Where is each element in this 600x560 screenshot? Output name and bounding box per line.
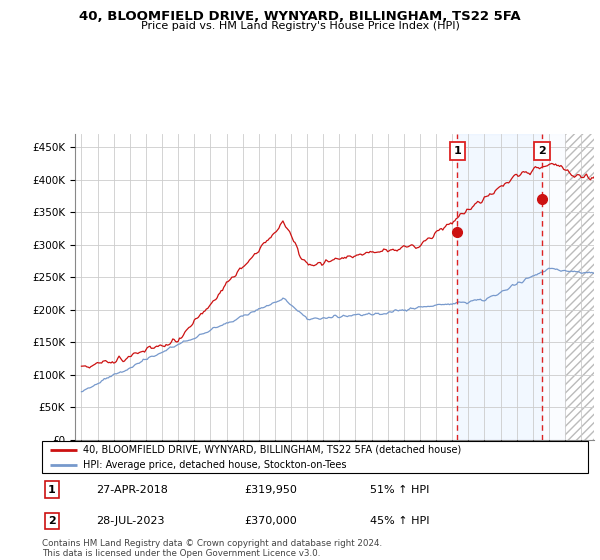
Text: 27-APR-2018: 27-APR-2018 <box>97 484 169 494</box>
Text: Price paid vs. HM Land Registry's House Price Index (HPI): Price paid vs. HM Land Registry's House … <box>140 21 460 31</box>
Text: 40, BLOOMFIELD DRIVE, WYNYARD, BILLINGHAM, TS22 5FA (detached house): 40, BLOOMFIELD DRIVE, WYNYARD, BILLINGHA… <box>83 445 461 455</box>
Bar <box>565 134 597 440</box>
Text: 45% ↑ HPI: 45% ↑ HPI <box>370 516 429 526</box>
Text: £319,950: £319,950 <box>244 484 297 494</box>
Text: 1: 1 <box>48 484 56 494</box>
Bar <box>565 134 597 440</box>
Text: 2: 2 <box>48 516 56 526</box>
Text: 2: 2 <box>538 146 546 156</box>
FancyBboxPatch shape <box>42 441 588 473</box>
Text: 51% ↑ HPI: 51% ↑ HPI <box>370 484 429 494</box>
Text: 1: 1 <box>454 146 461 156</box>
Bar <box>457 134 565 440</box>
Text: £370,000: £370,000 <box>244 516 297 526</box>
Text: HPI: Average price, detached house, Stockton-on-Tees: HPI: Average price, detached house, Stoc… <box>83 460 346 470</box>
Bar <box>457 134 542 440</box>
Text: 40, BLOOMFIELD DRIVE, WYNYARD, BILLINGHAM, TS22 5FA: 40, BLOOMFIELD DRIVE, WYNYARD, BILLINGHA… <box>79 10 521 23</box>
Text: 28-JUL-2023: 28-JUL-2023 <box>97 516 165 526</box>
Text: Contains HM Land Registry data © Crown copyright and database right 2024.
This d: Contains HM Land Registry data © Crown c… <box>42 539 382 558</box>
